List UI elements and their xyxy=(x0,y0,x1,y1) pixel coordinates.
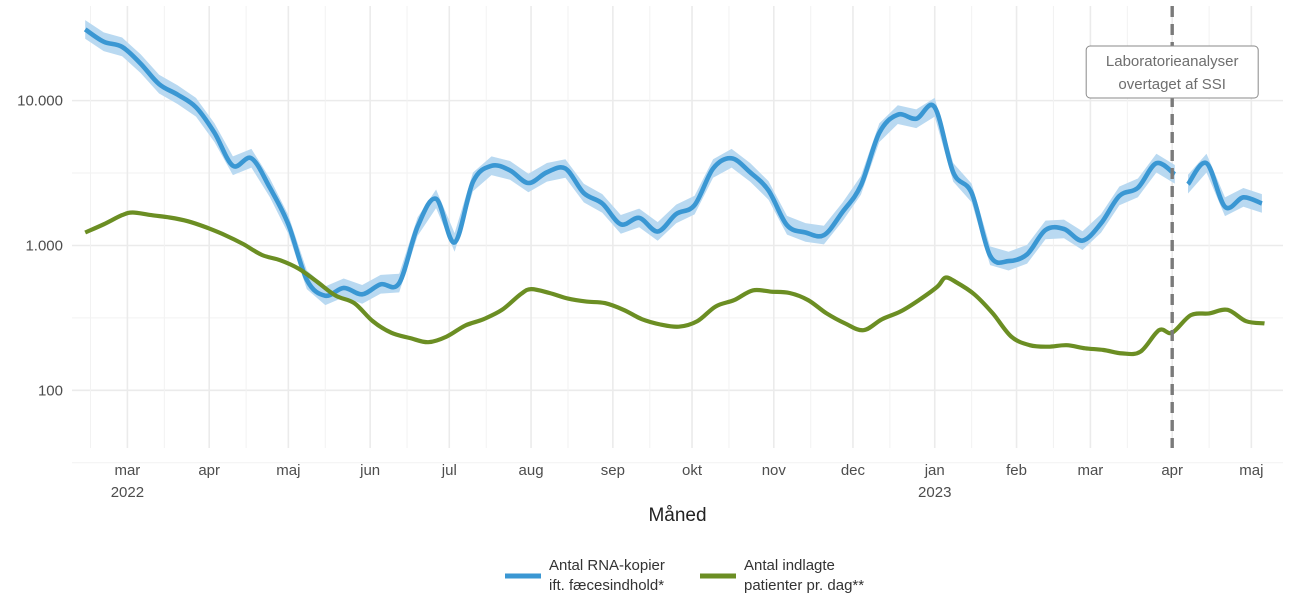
x-tick-label: apr xyxy=(198,462,220,479)
y-axis-tick-labels: 100 1.000 10.000 xyxy=(17,93,63,400)
rna-confidence-band xyxy=(1188,153,1262,217)
y-tick-label: 10.000 xyxy=(17,93,63,110)
x-tick-label: mar xyxy=(1077,462,1103,479)
x-tick-year-label: 2022 xyxy=(111,484,144,501)
series-layer xyxy=(83,27,1265,357)
x-axis-tick-labels: mar 2022 apr maj jun jul aug sep okt nov dec jan 202… xyxy=(111,462,1264,501)
x-tick-label: feb xyxy=(1006,462,1027,479)
x-axis-title: Måned xyxy=(648,505,706,526)
rna-copies-line xyxy=(1186,160,1263,211)
x-tick-label: nov xyxy=(762,462,787,479)
x-tick-label: okt xyxy=(682,462,703,479)
x-tick-label: dec xyxy=(841,462,866,479)
y-tick-label: 1.000 xyxy=(25,237,63,254)
x-tick-label: maj xyxy=(1239,462,1263,479)
grid xyxy=(72,6,1283,464)
x-tick-label: sep xyxy=(601,462,625,479)
legend-label-rna-line-1: Antal RNA-kopier xyxy=(549,557,665,574)
x-tick-label: jul xyxy=(441,462,457,479)
legend-label-rna-line-2: ift. fæcesindhold* xyxy=(549,577,664,594)
annotation-box xyxy=(1085,45,1259,99)
reference-line-layer: Laboratorieanalyser overtaget af SSI xyxy=(1085,6,1259,448)
annotation-text-line-1: Laboratorieanalyser xyxy=(1106,53,1239,70)
x-tick-label: apr xyxy=(1161,462,1183,479)
x-tick-label: mar xyxy=(114,462,140,479)
legend-label-hospitalized-line-2: patienter pr. dag** xyxy=(744,577,864,594)
x-tick-label: jan xyxy=(924,462,945,479)
x-tick-year-label: 2023 xyxy=(918,484,951,501)
annotation-text-line-2: overtaget af SSI xyxy=(1118,76,1226,93)
legend-label-hospitalized-line-1: Antal indlagte xyxy=(744,557,835,574)
hospitalized-line xyxy=(84,210,1265,357)
y-tick-label: 100 xyxy=(38,382,63,399)
legend: Antal RNA-kopier ift. fæcesindhold* Anta… xyxy=(505,557,864,594)
x-tick-label: aug xyxy=(519,462,544,479)
rna-copies-line xyxy=(83,27,1177,299)
x-tick-label: jun xyxy=(359,462,380,479)
x-tick-label: maj xyxy=(276,462,300,479)
rna-confidence-band-layer xyxy=(85,20,1262,306)
